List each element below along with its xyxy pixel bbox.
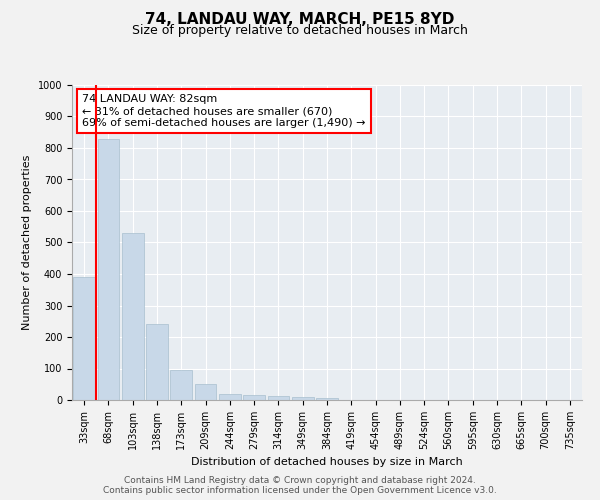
Bar <box>146 324 168 400</box>
Bar <box>316 398 338 400</box>
Bar <box>243 396 265 400</box>
Text: 74 LANDAU WAY: 82sqm
← 31% of detached houses are smaller (670)
69% of semi-deta: 74 LANDAU WAY: 82sqm ← 31% of detached h… <box>82 94 366 128</box>
Text: Size of property relative to detached houses in March: Size of property relative to detached ho… <box>132 24 468 37</box>
Bar <box>122 233 143 400</box>
Bar <box>194 384 217 400</box>
Bar <box>97 138 119 400</box>
Text: 74, LANDAU WAY, MARCH, PE15 8YD: 74, LANDAU WAY, MARCH, PE15 8YD <box>145 12 455 28</box>
Bar <box>73 277 95 400</box>
Bar <box>170 370 192 400</box>
Bar <box>268 396 289 400</box>
Bar <box>292 398 314 400</box>
X-axis label: Distribution of detached houses by size in March: Distribution of detached houses by size … <box>191 458 463 468</box>
Bar <box>219 394 241 400</box>
Y-axis label: Number of detached properties: Number of detached properties <box>22 155 32 330</box>
Text: Contains HM Land Registry data © Crown copyright and database right 2024.
Contai: Contains HM Land Registry data © Crown c… <box>103 476 497 495</box>
